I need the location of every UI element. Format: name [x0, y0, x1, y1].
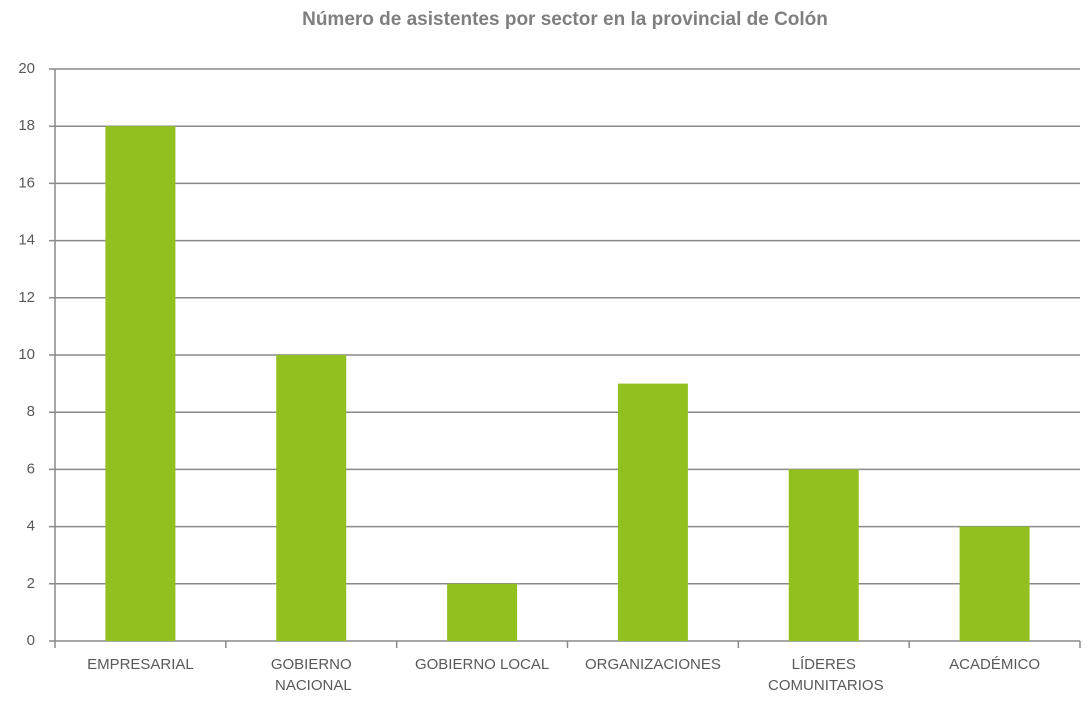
- y-tick-label: 20: [18, 60, 35, 77]
- chart-title: Número de asistentes por sector en la pr…: [302, 9, 828, 30]
- x-tick-label: GOBIERNO NACIONAL: [271, 656, 352, 694]
- x-tick-label: GOBIERNO LOCAL: [415, 656, 549, 673]
- y-tick-label: 12: [18, 289, 35, 306]
- bar: [959, 526, 1030, 641]
- y-tick-label: 4: [27, 518, 35, 535]
- y-tick-label: 16: [18, 174, 35, 191]
- x-tick-label: ORGANIZACIONES: [585, 656, 721, 673]
- y-tick-label: 10: [18, 346, 35, 363]
- y-tick-label: 2: [27, 575, 35, 592]
- bar: [105, 126, 176, 641]
- bar: [447, 583, 518, 641]
- y-tick-label: 18: [18, 117, 35, 134]
- bar: [276, 355, 347, 641]
- y-tick-label: 0: [27, 632, 35, 649]
- y-tick-label: 8: [27, 403, 35, 420]
- y-tick-label: 6: [27, 460, 35, 477]
- bar: [788, 469, 859, 641]
- bar: [617, 383, 688, 641]
- x-tick-label: LÍDERES COMUNITARIOS: [764, 656, 884, 694]
- y-tick-label: 14: [18, 232, 35, 249]
- x-tick-label: ACADÉMICO: [949, 656, 1040, 673]
- x-tick-label: EMPRESARIAL: [87, 656, 194, 673]
